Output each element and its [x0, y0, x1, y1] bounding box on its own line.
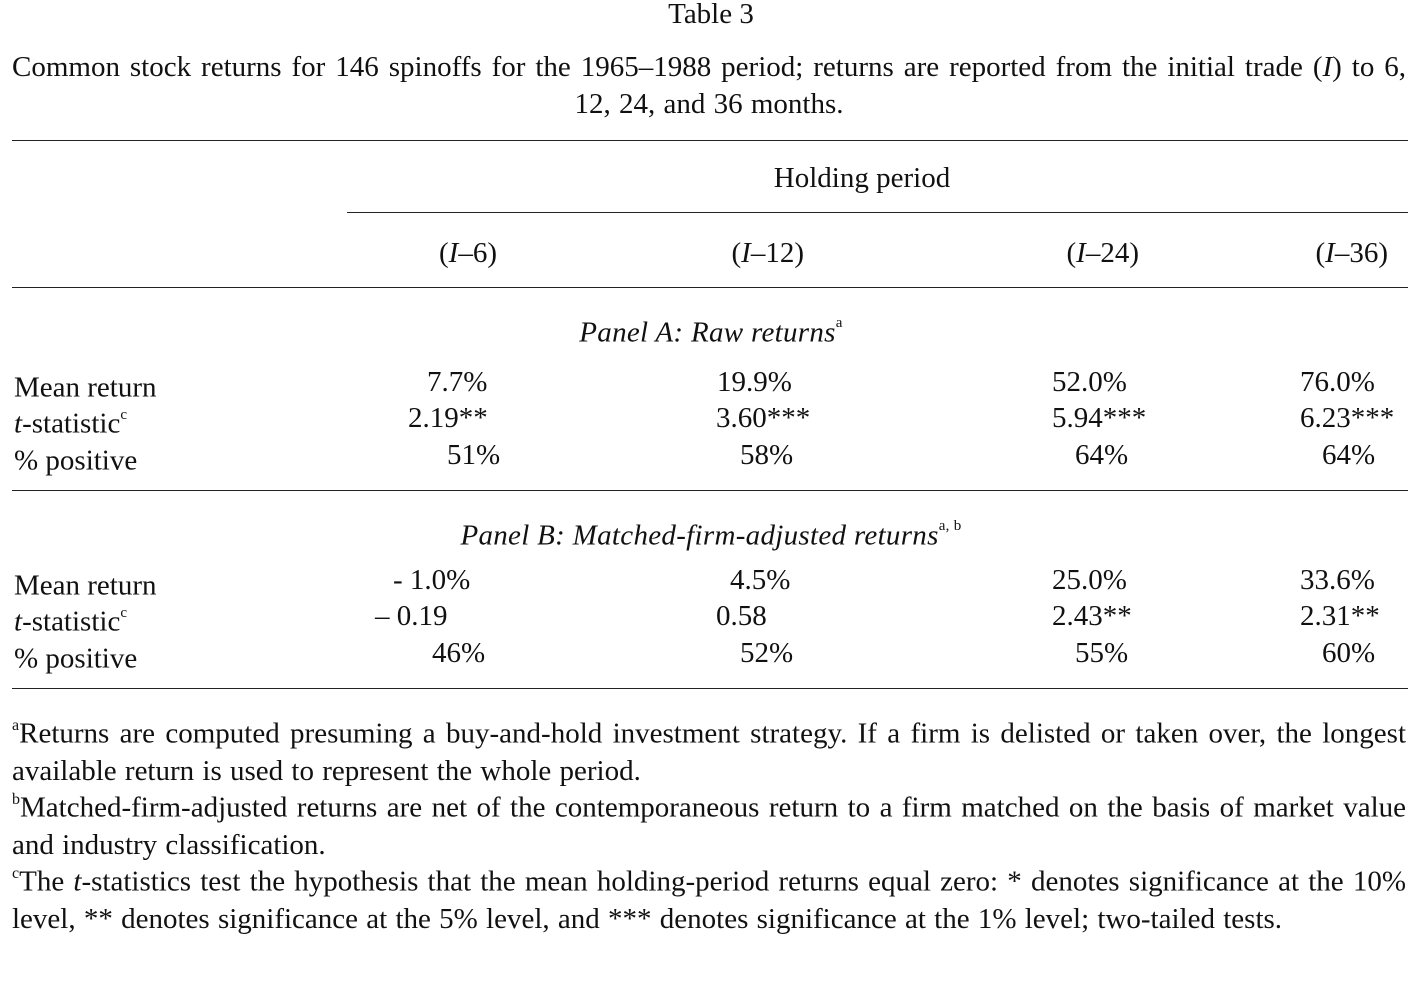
panel-a-mean-i24: 52.0% — [1052, 366, 1127, 398]
column-header-i36: (I–36) — [1315, 237, 1388, 269]
panel-b-positive-i36: 60% — [1322, 637, 1376, 669]
panel-b-mean-i24: 25.0% — [1052, 564, 1127, 596]
panel-a-row-label-tstat: t-statisticc — [14, 407, 127, 440]
panel-a-positive-i24: 64% — [1075, 439, 1129, 471]
column-header-i24: (I–24) — [1066, 237, 1139, 269]
panel-a-title: Panel A: Raw returnsa — [579, 315, 843, 349]
panel-a-tstat-i24: 5.94*** — [1052, 402, 1147, 434]
panel-b-row-label-tstat: t-statisticc — [14, 605, 127, 638]
table-title: Table 3 — [668, 0, 754, 30]
panel-a-tstat-i36: 6.23*** — [1300, 402, 1395, 434]
caption-italic-i: I — [1322, 51, 1333, 83]
column-header-i6: (I–6) — [438, 237, 497, 269]
table-caption: Common stock returns for 146 spinoffs fo… — [12, 49, 1406, 123]
panel-a-positive-i36: 64% — [1322, 439, 1376, 471]
panel-a-mean-i12: 19.9% — [717, 366, 792, 398]
caption-text-1: Common stock returns for 146 spinoffs fo… — [12, 51, 1323, 83]
panel-b-positive-i12: 52% — [740, 637, 794, 669]
panel-b-tstat-i6: – 0.19 — [375, 600, 448, 632]
panel-b-mean-i6: - 1.0% — [393, 564, 471, 596]
panel-b-row-label-mean: Mean return — [14, 569, 157, 602]
panel-a-positive-i6: 51% — [447, 439, 501, 471]
spanner-rule — [347, 212, 1408, 213]
panel-a-row-label-positive: % positive — [14, 444, 138, 477]
holding-period-header: Holding period — [773, 162, 951, 194]
panel-b-tstat-i36: 2.31** — [1300, 600, 1380, 632]
panel-a-tstat-i12: 3.60*** — [716, 402, 811, 434]
panel-divider-rule — [12, 490, 1408, 491]
panel-b-tstat-i24: 2.43** — [1052, 600, 1132, 632]
panel-b-row-label-positive: % positive — [14, 642, 138, 675]
panel-a-tstat-i6: 2.19** — [408, 402, 488, 434]
panel-a-mean-i6: 7.7% — [427, 366, 488, 398]
bottom-rule — [12, 688, 1408, 689]
footnote-b: bMatched-firm-adjusted returns are net o… — [12, 791, 1406, 861]
panel-a-positive-i12: 58% — [740, 439, 794, 471]
panel-b-tstat-i12: 0.58 — [716, 600, 767, 632]
caption-text-2: ) to 6, 12, 24, and 36 months. — [574, 51, 1407, 120]
header-rule — [12, 287, 1408, 288]
panel-a-row-label-mean: Mean return — [14, 371, 157, 404]
panel-b-title: Panel B: Matched-firm-adjusted returnsa,… — [460, 518, 962, 552]
panel-b-mean-i36: 33.6% — [1300, 564, 1375, 596]
panel-b-positive-i6: 46% — [432, 637, 486, 669]
panel-b-mean-i12: 4.5% — [730, 564, 791, 596]
column-header-i12: (I–12) — [731, 237, 804, 269]
panel-a-mean-i36: 76.0% — [1300, 366, 1375, 398]
panel-b-positive-i24: 55% — [1075, 637, 1129, 669]
footnote-a: aReturns are computed presuming a buy-an… — [12, 717, 1406, 787]
top-rule — [12, 140, 1408, 141]
footnote-c: cThe t-statistics test the hypothesis th… — [12, 865, 1406, 935]
